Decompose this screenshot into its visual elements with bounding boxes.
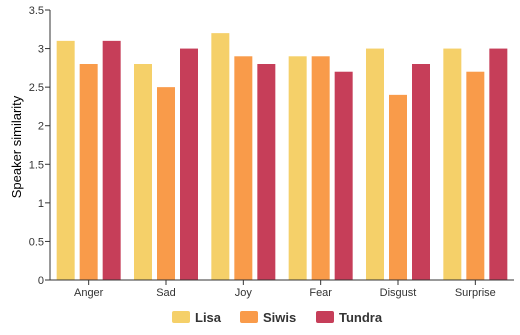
bar-siwis-surprise (466, 71, 485, 280)
bars-group (56, 33, 508, 281)
bar-lisa-anger (56, 40, 75, 280)
bar-tundra-fear (334, 71, 353, 280)
axes-group: 0 0.5 1 1.5 2 2.5 3 3.5 Anger Sad Joy Fear Disgust Su… (29, 5, 514, 299)
y-tick-label: 1.5 (29, 159, 44, 171)
bar-lisa-sad (134, 64, 152, 280)
bar-siwis-fear (311, 56, 330, 281)
bar-tundra-disgust (412, 64, 430, 280)
bar-tundra-anger (102, 40, 121, 280)
bar-tundra-sad (180, 48, 198, 281)
y-tick-label: 3 (38, 44, 44, 56)
bar-lisa-fear (288, 56, 307, 281)
x-tick-label: Fear (309, 287, 332, 299)
bar-tundra-surprise (489, 48, 508, 281)
legend-swatch-lisa (172, 311, 190, 323)
y-axis-title: Speaker similarity (9, 95, 24, 198)
legend-label-tundra: Tundra (339, 310, 383, 325)
bar-lisa-joy (211, 33, 230, 281)
bar-tundra-joy (257, 64, 276, 280)
x-tick-label: Surprise (455, 287, 496, 299)
legend-swatch-tundra (316, 311, 334, 323)
bar-siwis-sad (157, 87, 175, 281)
x-tick-label: Sad (156, 287, 176, 299)
y-tick-label: 2 (38, 121, 44, 133)
legend-label-siwis: Siwis (263, 310, 296, 325)
x-tick-label: Disgust (380, 287, 417, 299)
legend-swatch-siwis (240, 311, 258, 323)
bar-lisa-surprise (443, 48, 462, 281)
bar-siwis-joy (234, 56, 253, 281)
bar-siwis-disgust (389, 94, 407, 280)
legend-label-lisa: Lisa (195, 310, 222, 325)
y-tick-label: 1 (38, 198, 44, 210)
y-tick-label: 2.5 (29, 82, 44, 94)
x-tick-label: Anger (74, 287, 104, 299)
bar-lisa-disgust (366, 48, 384, 281)
y-tick-label: 3.5 (29, 5, 44, 17)
x-tick-label: Joy (235, 287, 253, 299)
y-tick-label: 0.5 (29, 236, 44, 248)
bar-siwis-anger (79, 64, 98, 280)
legend: Lisa Siwis Tundra (172, 310, 383, 325)
y-tick-label: 0 (38, 275, 44, 287)
